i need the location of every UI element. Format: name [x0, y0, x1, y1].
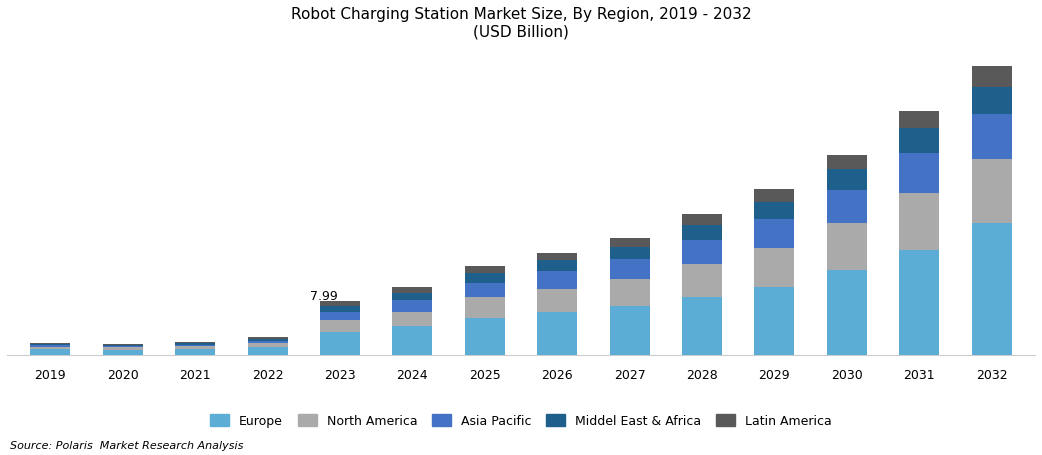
Bar: [972, 224, 1012, 355]
Bar: [465, 267, 504, 273]
Bar: [175, 343, 215, 344]
Bar: [827, 170, 867, 190]
Bar: [538, 272, 577, 289]
Bar: [320, 312, 359, 321]
Bar: [103, 350, 143, 355]
Bar: [320, 301, 359, 306]
Bar: [610, 280, 649, 307]
Bar: [683, 264, 722, 298]
Bar: [754, 220, 794, 249]
Bar: [972, 87, 1012, 114]
Bar: [248, 341, 288, 343]
Bar: [320, 306, 359, 312]
Bar: [393, 293, 432, 300]
Bar: [103, 345, 143, 346]
Bar: [320, 321, 359, 332]
Bar: [30, 346, 70, 347]
Bar: [465, 273, 504, 283]
Bar: [610, 248, 649, 259]
Bar: [538, 313, 577, 355]
Bar: [103, 348, 143, 350]
Bar: [754, 288, 794, 355]
Bar: [827, 271, 867, 355]
Bar: [683, 225, 722, 240]
Text: 7.99: 7.99: [309, 289, 338, 303]
Bar: [465, 283, 504, 298]
Bar: [538, 253, 577, 261]
Bar: [683, 214, 722, 225]
Bar: [248, 339, 288, 341]
Bar: [754, 202, 794, 220]
Bar: [538, 289, 577, 313]
Bar: [30, 349, 70, 355]
Bar: [175, 345, 215, 347]
Bar: [103, 344, 143, 345]
Bar: [103, 346, 143, 348]
Bar: [248, 338, 288, 339]
Bar: [465, 298, 504, 318]
Bar: [30, 347, 70, 349]
Bar: [899, 194, 939, 251]
Bar: [393, 312, 432, 327]
Bar: [248, 347, 288, 355]
Bar: [320, 332, 359, 355]
Legend: Europe, North America, Asia Pacific, Middel East & Africa, Latin America: Europe, North America, Asia Pacific, Mid…: [205, 410, 837, 432]
Bar: [538, 261, 577, 272]
Bar: [610, 307, 649, 355]
Bar: [683, 298, 722, 355]
Bar: [899, 129, 939, 153]
Bar: [393, 288, 432, 293]
Bar: [175, 349, 215, 355]
Bar: [754, 249, 794, 288]
Bar: [827, 224, 867, 271]
Bar: [248, 343, 288, 347]
Bar: [972, 67, 1012, 87]
Title: Robot Charging Station Market Size, By Region, 2019 - 2032
(USD Billion): Robot Charging Station Market Size, By R…: [291, 7, 751, 39]
Bar: [899, 153, 939, 194]
Bar: [827, 190, 867, 224]
Bar: [610, 238, 649, 248]
Bar: [827, 155, 867, 170]
Bar: [30, 344, 70, 346]
Bar: [683, 240, 722, 264]
Bar: [175, 344, 215, 345]
Bar: [175, 347, 215, 349]
Bar: [972, 160, 1012, 224]
Bar: [465, 318, 504, 355]
Bar: [899, 251, 939, 355]
Text: Source: Polaris  Market Research Analysis: Source: Polaris Market Research Analysis: [10, 440, 244, 450]
Bar: [393, 327, 432, 355]
Bar: [899, 111, 939, 129]
Bar: [972, 114, 1012, 160]
Bar: [610, 259, 649, 280]
Bar: [393, 300, 432, 312]
Bar: [754, 190, 794, 202]
